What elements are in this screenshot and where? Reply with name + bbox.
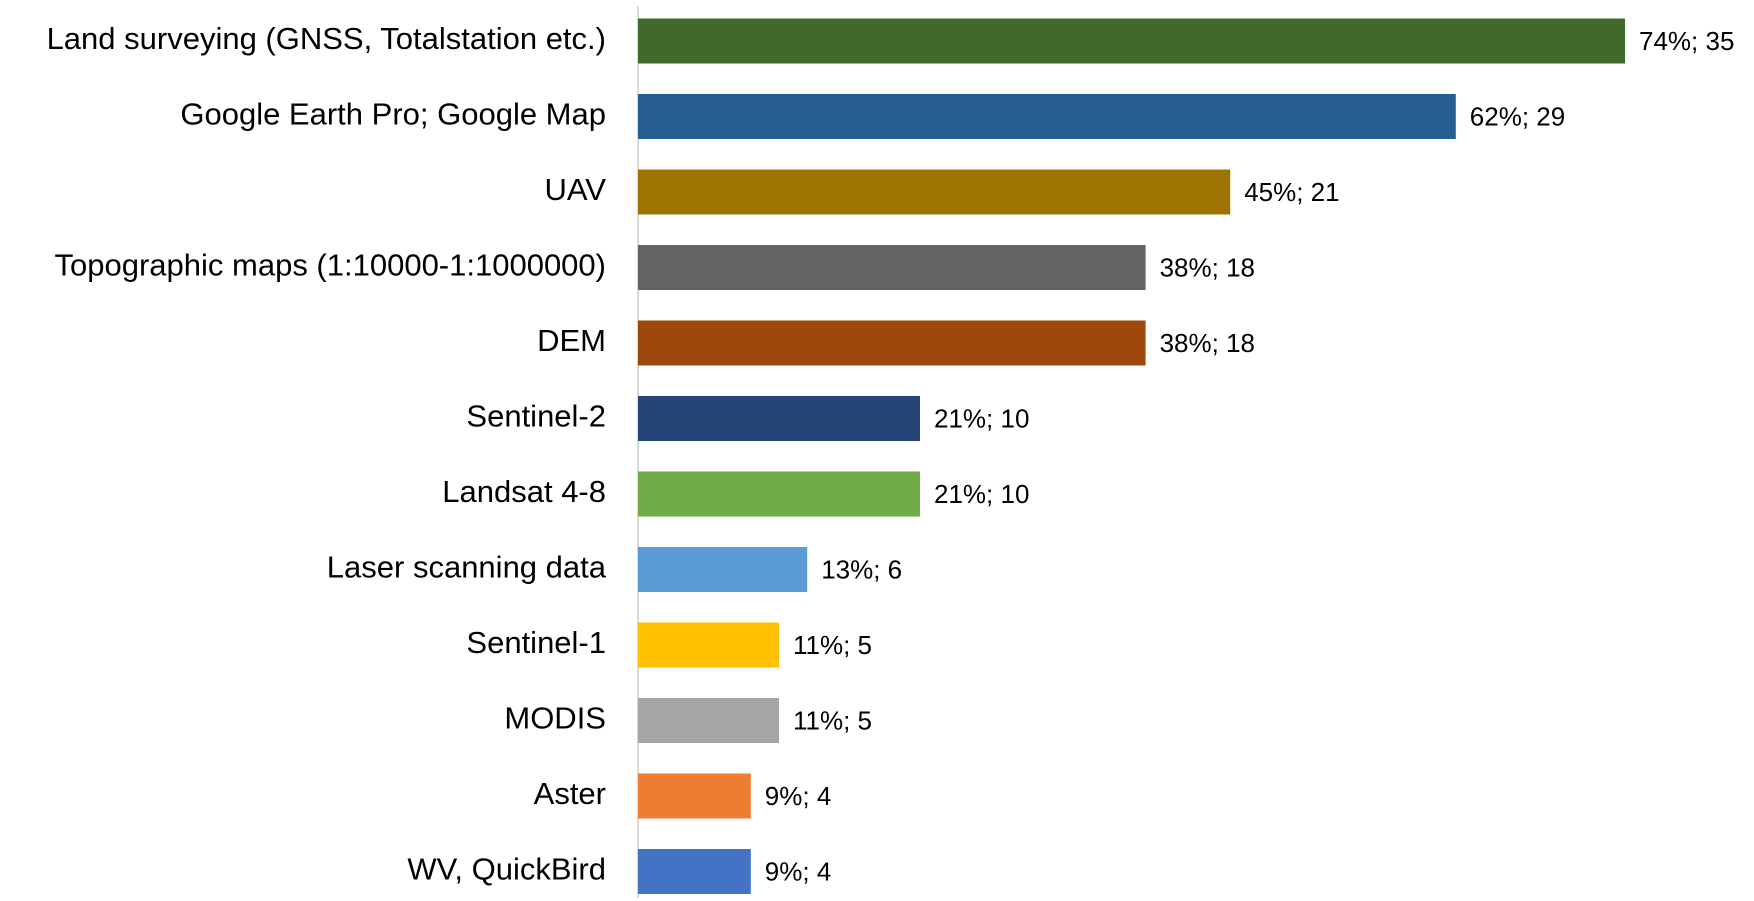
bar xyxy=(638,18,1625,64)
category-label: Sentinel-1 xyxy=(466,625,606,660)
category-label: Sentinel-2 xyxy=(466,399,606,434)
value-label: 9%; 4 xyxy=(765,781,832,811)
category-label: MODIS xyxy=(504,701,606,736)
value-label: 45%; 21 xyxy=(1244,177,1339,207)
bar xyxy=(638,320,1146,366)
value-label: 13%; 6 xyxy=(821,554,902,584)
bar xyxy=(638,773,751,819)
category-label: Topographic maps (1:10000-1:1000000) xyxy=(55,248,607,283)
value-label: 21%; 10 xyxy=(934,479,1029,509)
category-label: Google Earth Pro; Google Map xyxy=(180,97,606,132)
category-label: Land surveying (GNSS, Totalstation etc.) xyxy=(47,21,606,56)
bar xyxy=(638,547,808,592)
value-label: 11%; 5 xyxy=(793,630,872,660)
category-label: Laser scanning data xyxy=(327,550,607,585)
value-label: 21%; 10 xyxy=(934,403,1029,433)
value-label: 9%; 4 xyxy=(765,856,832,886)
value-label: 38%; 18 xyxy=(1160,252,1255,282)
bar xyxy=(638,94,1456,139)
value-label: 38%; 18 xyxy=(1160,328,1255,358)
category-label: DEM xyxy=(537,323,606,358)
bar xyxy=(638,245,1146,290)
bar xyxy=(638,849,751,894)
category-label: Aster xyxy=(534,776,606,811)
category-label: Landsat 4-8 xyxy=(442,474,606,509)
bar xyxy=(638,622,779,668)
bar xyxy=(638,698,779,743)
value-label: 74%; 35 xyxy=(1639,26,1734,56)
value-label: 62%; 29 xyxy=(1470,101,1565,131)
category-label: WV, QuickBird xyxy=(407,852,606,887)
bar xyxy=(638,169,1231,215)
bar xyxy=(638,471,920,517)
value-label: 11%; 5 xyxy=(793,705,872,735)
bar xyxy=(638,396,920,441)
category-label: UAV xyxy=(545,172,607,207)
